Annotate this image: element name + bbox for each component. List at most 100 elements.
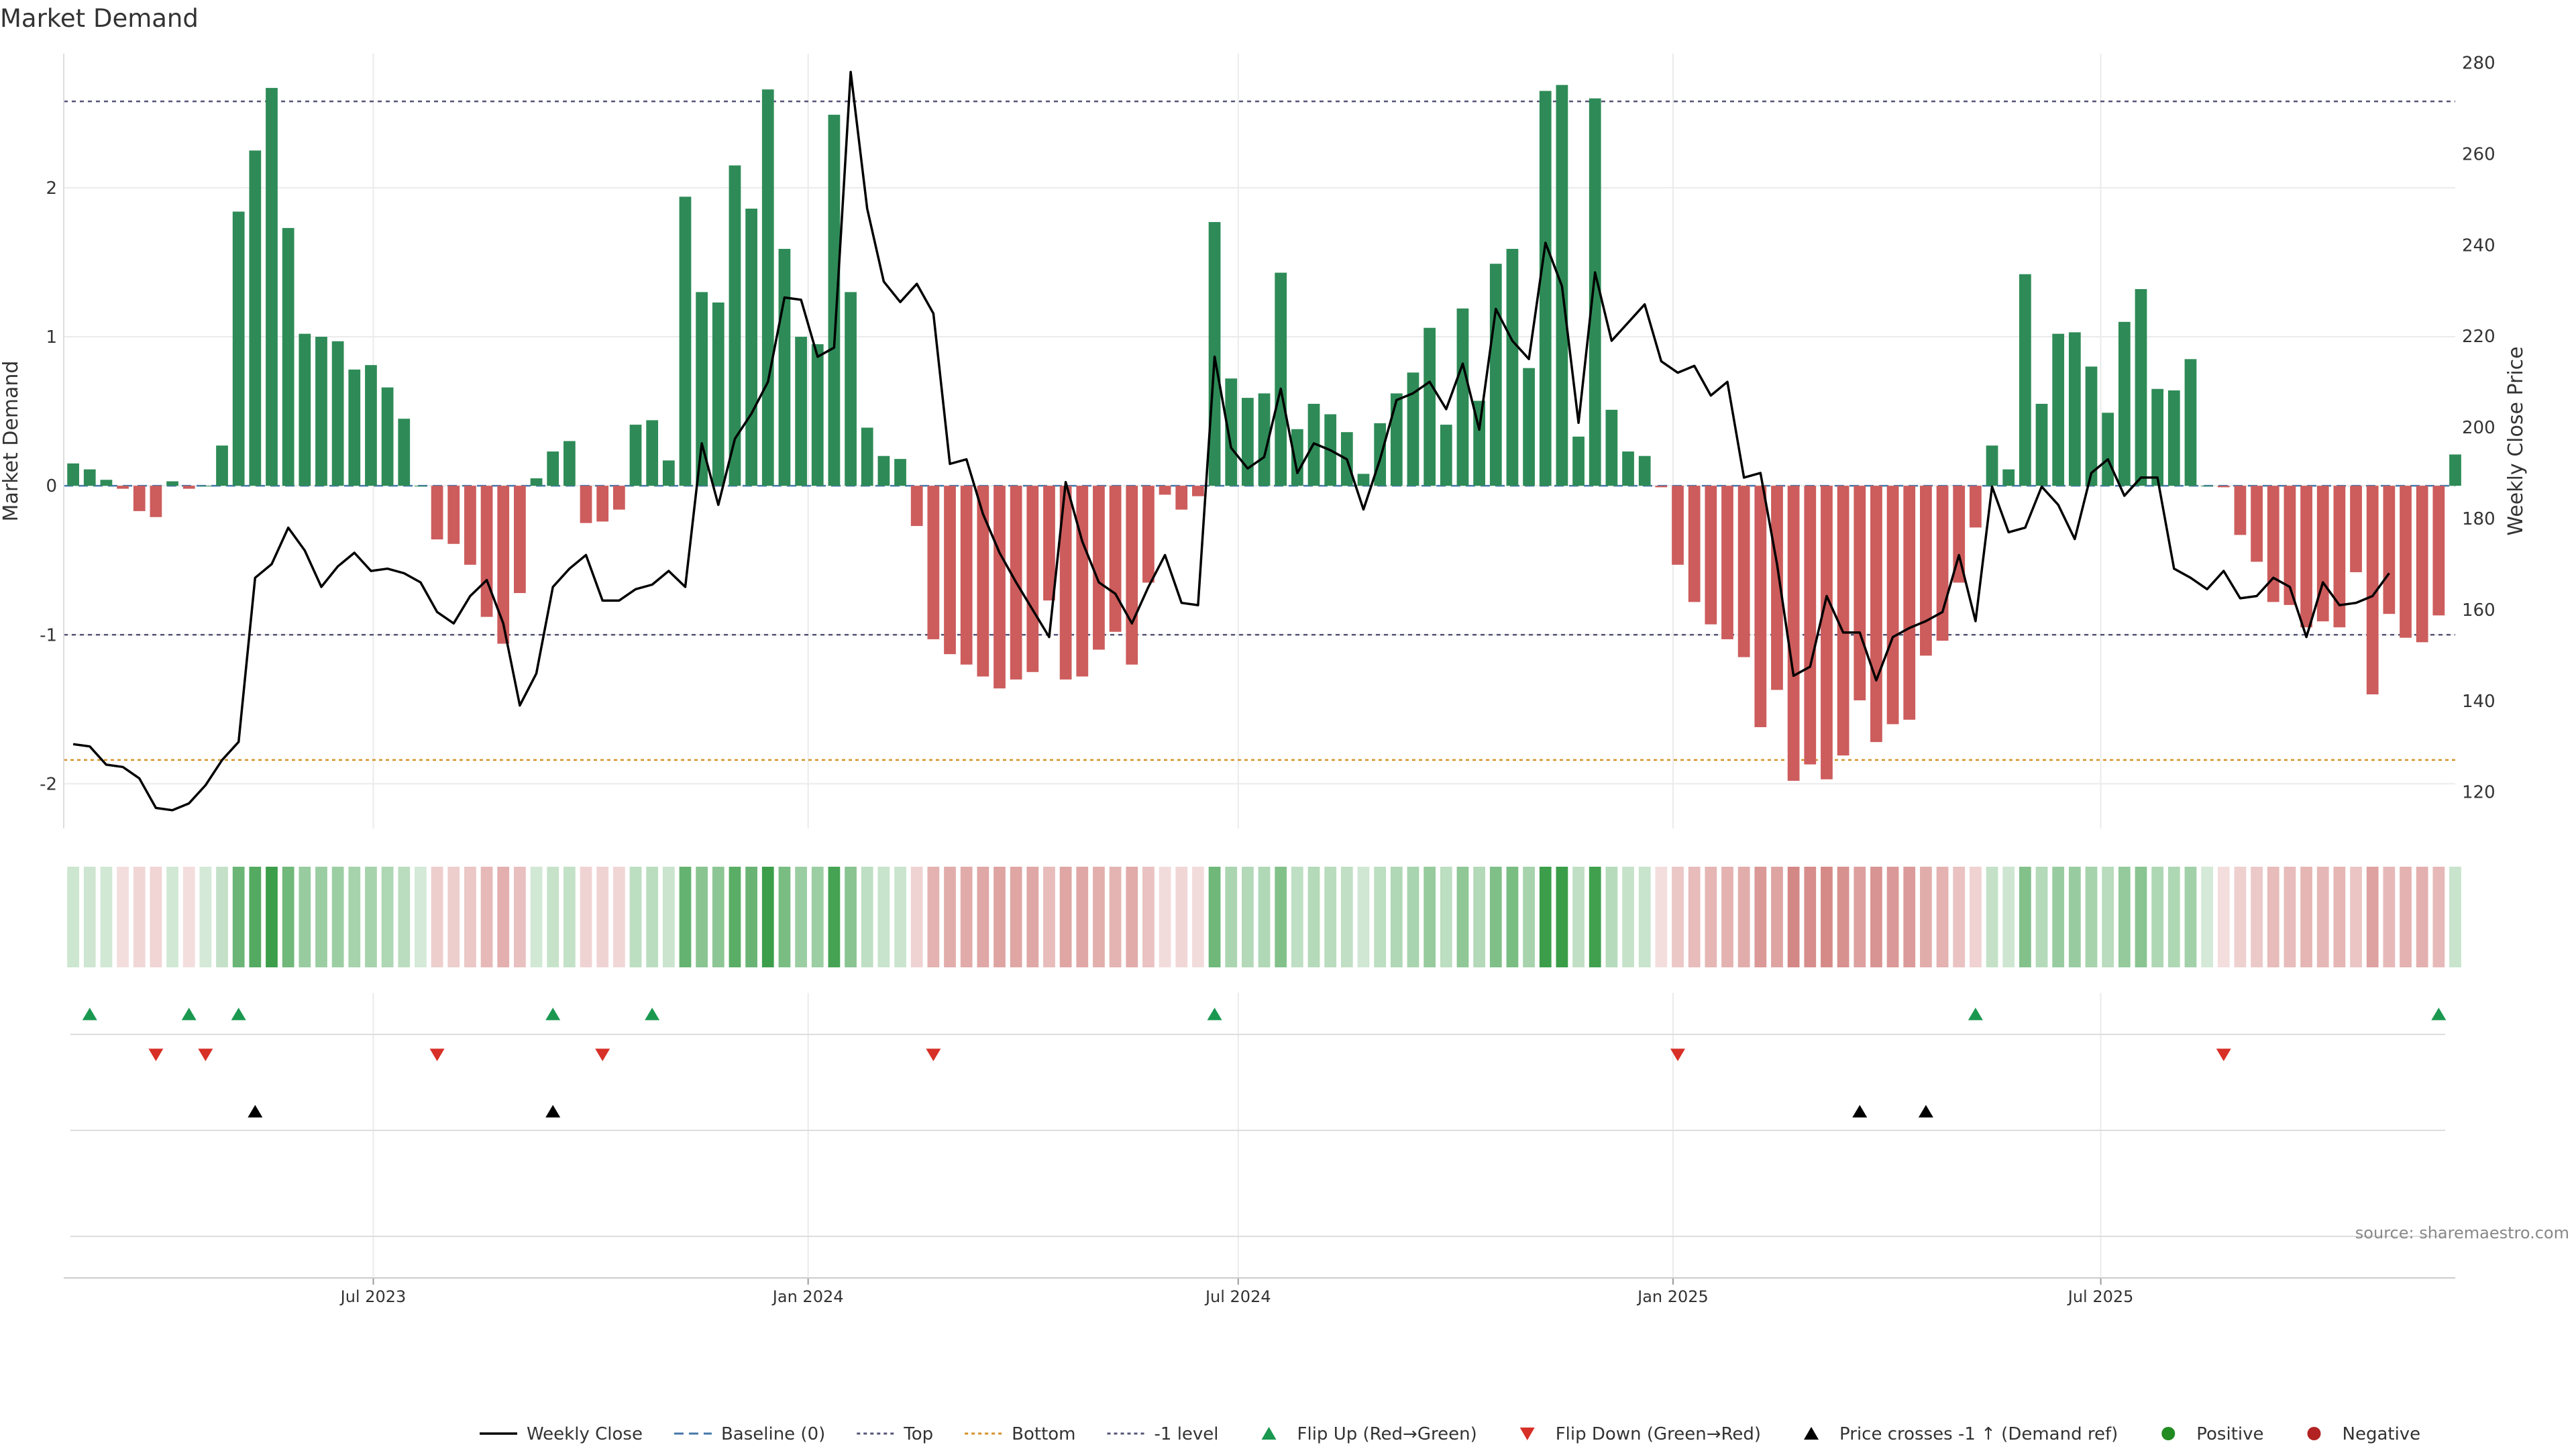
heat-strip-cell bbox=[299, 867, 311, 967]
demand-bar bbox=[1208, 221, 1221, 486]
y2-tick-label: 240 bbox=[2462, 235, 2496, 256]
demand-bar bbox=[828, 115, 841, 486]
demand-bar bbox=[1126, 486, 1138, 665]
price-cross-marker bbox=[545, 1105, 561, 1118]
heat-strip-cell bbox=[1754, 867, 1767, 967]
legend-item: Flip Down (Green→Red) bbox=[1519, 1424, 1761, 1444]
heat-strip-cell bbox=[2300, 867, 2312, 967]
heat-strip-cell bbox=[1936, 867, 1949, 967]
demand-bar bbox=[1225, 378, 1238, 486]
heat-strip-cell bbox=[480, 867, 493, 967]
heat-strip-cell bbox=[1291, 867, 1303, 967]
heat-strip-cell bbox=[2449, 867, 2461, 967]
heat-strip-cell bbox=[679, 867, 692, 967]
weekly-close-line bbox=[72, 70, 2390, 812]
demand-bar bbox=[1953, 486, 1966, 583]
heat-strip-cell bbox=[1076, 867, 1089, 967]
heat-strip-cell bbox=[977, 867, 989, 967]
heat-strip-cell bbox=[1242, 867, 1254, 967]
heat-strip-cell bbox=[67, 867, 79, 967]
demand-bar bbox=[2184, 359, 2197, 486]
demand-bar bbox=[778, 248, 791, 486]
heat-strip-cell bbox=[1142, 867, 1155, 967]
heat-strip-cell bbox=[497, 867, 510, 967]
heat-strip-cell bbox=[266, 867, 278, 967]
demand-bar bbox=[994, 486, 1006, 689]
demand-bar bbox=[2449, 454, 2461, 486]
heat-strip-cell bbox=[1159, 867, 1171, 967]
heat-strip-cell bbox=[1672, 867, 1684, 967]
legend-positive-swatch bbox=[2161, 1427, 2176, 1440]
heat-strip-cell bbox=[1721, 867, 1733, 967]
heat-strip-cell bbox=[745, 867, 757, 967]
heat-strip-cell bbox=[2217, 867, 2230, 967]
heat-strip-cell bbox=[2350, 867, 2362, 967]
demand-bar bbox=[1787, 486, 1800, 781]
heat-strip-cell bbox=[2002, 867, 2015, 967]
heat-strip-cell bbox=[828, 867, 841, 967]
legend-label: Flip Down (Green→Red) bbox=[1556, 1424, 1761, 1444]
demand-bar bbox=[1705, 486, 1717, 625]
demand-bar bbox=[612, 486, 625, 510]
demand-bar bbox=[166, 481, 178, 486]
demand-bar bbox=[1622, 451, 1634, 486]
heat-strip-cell bbox=[646, 867, 659, 967]
flip-down-marker bbox=[1670, 1049, 1686, 1061]
legend-item: Baseline (0) bbox=[674, 1424, 825, 1444]
demand-bar bbox=[1456, 308, 1469, 486]
heat-strip-cell bbox=[1059, 867, 1072, 967]
heat-strip-cell bbox=[1523, 867, 1535, 967]
demand-bar bbox=[1721, 486, 1733, 639]
demand-bar bbox=[1986, 445, 1998, 486]
legend-label: Top bbox=[903, 1424, 933, 1444]
demand-bar bbox=[662, 460, 675, 486]
demand-bar bbox=[580, 486, 592, 523]
demand-bar bbox=[2151, 388, 2164, 486]
demand-bar bbox=[845, 292, 857, 486]
demand-bar bbox=[2267, 486, 2279, 602]
flip-up-marker bbox=[1968, 1008, 1983, 1020]
heat-strip-cell bbox=[2432, 867, 2445, 967]
heat-strip-cell bbox=[2400, 867, 2412, 967]
demand-bar bbox=[2400, 486, 2412, 638]
demand-bar bbox=[1920, 486, 1932, 656]
heat-strip-cell bbox=[1424, 867, 1436, 967]
demand-bar bbox=[1175, 486, 1188, 510]
heat-strip-cell bbox=[1307, 867, 1320, 967]
heat-strip-cell bbox=[398, 867, 411, 967]
chart-title: Market Demand bbox=[0, 4, 199, 33]
legend-label: Weekly Close bbox=[527, 1424, 643, 1444]
heat-strip-cell bbox=[2267, 867, 2279, 967]
demand-heat-strip bbox=[67, 867, 2461, 967]
legend-label: Price crosses -1 ↑ (Demand ref) bbox=[1839, 1424, 2118, 1444]
heat-strip-cell bbox=[910, 867, 923, 967]
demand-bar bbox=[2432, 486, 2445, 616]
heat-strip-cell bbox=[563, 867, 576, 967]
demand-bar bbox=[331, 341, 344, 486]
legend-item: -1 level bbox=[1107, 1424, 1219, 1444]
heat-strip-cell bbox=[877, 867, 890, 967]
heat-strip-cell bbox=[2167, 867, 2180, 967]
y-tick-label: 2 bbox=[46, 178, 57, 199]
demand-bar bbox=[1275, 272, 1287, 486]
demand-bar bbox=[530, 478, 543, 486]
price-cross-marker bbox=[1918, 1105, 1933, 1118]
heat-strip-cell bbox=[1109, 867, 1122, 967]
flip-down-marker bbox=[926, 1049, 941, 1061]
demand-bar bbox=[1523, 368, 1535, 486]
y2-tick-label: 140 bbox=[2462, 692, 2496, 712]
demand-bar bbox=[2085, 366, 2098, 486]
heat-strip-cell bbox=[232, 867, 245, 967]
y-tick-label: -1 bbox=[40, 625, 57, 645]
flip-up-marker bbox=[1207, 1008, 1222, 1020]
heat-strip-cell bbox=[1192, 867, 1204, 967]
y2-tick-label: 200 bbox=[2462, 418, 2496, 438]
demand-bar bbox=[249, 150, 262, 486]
x-axis: Jul 2023 Jan 2024 Jul 2024 Jan 2025 Jul 2025 bbox=[64, 1277, 2455, 1306]
demand-bar bbox=[2251, 486, 2263, 562]
x-tick-label: Jul 2024 bbox=[1204, 1287, 1271, 1306]
demand-bar bbox=[1142, 486, 1155, 583]
heat-strip-cell bbox=[1258, 867, 1271, 967]
